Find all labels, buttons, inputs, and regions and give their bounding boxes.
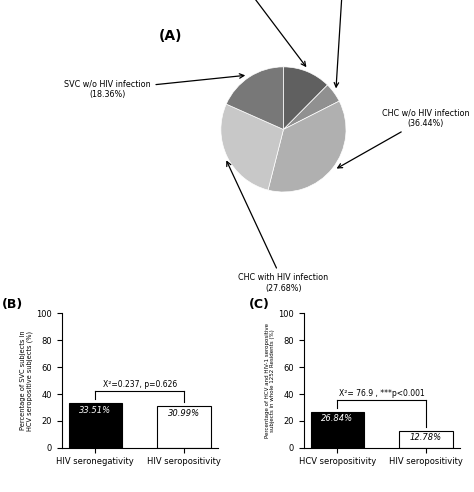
Wedge shape [268, 101, 346, 192]
Text: CHC with HIV infection
(27.68%): CHC with HIV infection (27.68%) [227, 161, 328, 293]
Bar [157, 406, 210, 448]
Text: 12.78%: 12.78% [410, 433, 442, 442]
Text: (C): (C) [249, 298, 270, 311]
Text: 33.51%: 33.51% [79, 406, 111, 415]
Text: HIV infection only
(5.09%): HIV infection only (5.09%) [307, 0, 378, 87]
Wedge shape [226, 67, 283, 129]
Text: CHC w/o HIV infection
(36.44%): CHC w/o HIV infection (36.44%) [337, 108, 469, 168]
Y-axis label: Percentage of SVC subjects in
HCV seropositive subjects (%): Percentage of SVC subjects in HCV seropo… [20, 331, 33, 430]
Text: SVC w/o HIV infection
(18.36%): SVC w/o HIV infection (18.36%) [64, 74, 244, 99]
Bar [311, 412, 364, 448]
Text: SVC with HIV infection
(12.43%): SVC with HIV infection (12.43%) [199, 0, 306, 66]
Text: (B): (B) [2, 298, 24, 311]
Text: 30.99%: 30.99% [168, 409, 200, 419]
Text: X²=0.237, p=0.626: X²=0.237, p=0.626 [102, 380, 177, 389]
Text: (A): (A) [158, 30, 182, 43]
Bar [400, 430, 453, 448]
Wedge shape [221, 104, 283, 190]
Text: 26.84%: 26.84% [321, 414, 354, 423]
Wedge shape [283, 85, 339, 129]
Y-axis label: Percentage of HCV and HIV-1 seropositive
subjects in whole 1252 Residents (%): Percentage of HCV and HIV-1 seropositive… [264, 323, 275, 438]
Bar [69, 403, 122, 448]
Wedge shape [283, 67, 328, 129]
Text: X²= 76.9 , ***p<0.001: X²= 76.9 , ***p<0.001 [339, 389, 425, 398]
